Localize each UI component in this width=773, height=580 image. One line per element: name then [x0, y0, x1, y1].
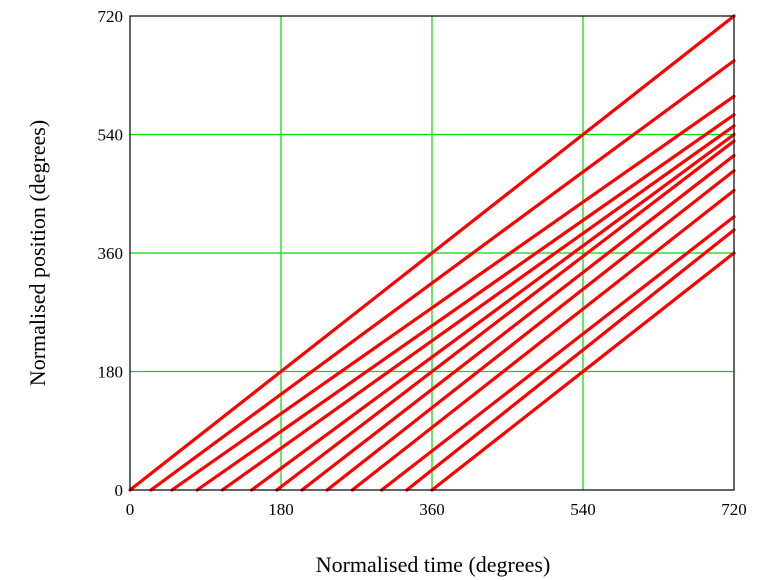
series-line-1 [149, 59, 736, 492]
series-line-6 [275, 139, 736, 492]
y-tick-label-3: 540 [98, 126, 124, 145]
series-line-2 [170, 94, 736, 492]
x-tick-label-4: 720 [721, 500, 747, 519]
y-tick-labels: 0 180 360 540 720 [98, 7, 124, 500]
x-axis-title: Normalised time (degrees) [316, 552, 551, 577]
y-axis-title: Normalised position (degrees) [25, 120, 50, 386]
series-line-3 [195, 113, 736, 492]
series-line-9 [350, 188, 736, 492]
x-tick-label-3: 540 [570, 500, 596, 519]
series-line-0 [128, 14, 736, 492]
series-line-7 [300, 153, 736, 492]
x-tick-label-0: 0 [126, 500, 135, 519]
y-tick-label-4: 720 [98, 7, 124, 26]
series-line-10 [380, 215, 736, 492]
plot-frame [129, 15, 735, 491]
x-tick-label-2: 360 [419, 500, 445, 519]
y-tick-label-0: 0 [115, 481, 124, 500]
series-lines [128, 14, 736, 492]
series-line-5 [250, 132, 736, 492]
series-line-11 [405, 228, 736, 492]
y-tick-label-2: 360 [98, 244, 124, 263]
y-tick-label-1: 180 [98, 363, 124, 382]
x-tick-labels: 0 180 360 540 720 [126, 500, 747, 519]
series-line-8 [325, 169, 736, 492]
series-line-12 [430, 251, 736, 492]
x-tick-label-1: 180 [268, 500, 294, 519]
series-line-4 [220, 124, 736, 492]
